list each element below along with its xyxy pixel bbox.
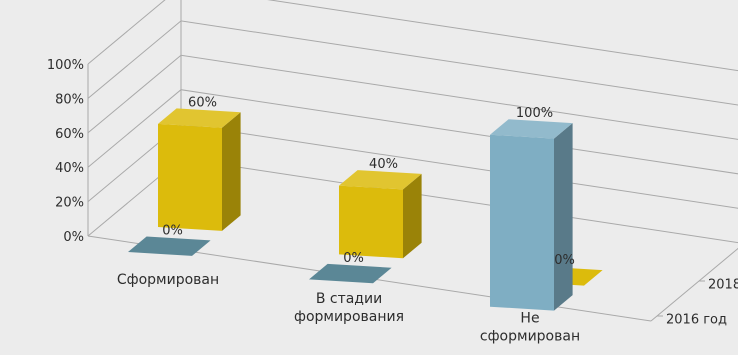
bar-flat (309, 263, 392, 284)
data-label: 60% (188, 95, 217, 110)
bars (128, 108, 603, 311)
bar-side-face (403, 173, 422, 259)
category-label: Сформирован (117, 272, 219, 288)
bar (158, 108, 241, 231)
floor-right-edge (650, 247, 738, 322)
category-label: В стадии (316, 291, 382, 307)
data-label: 100% (516, 106, 553, 121)
series-label: 2016 год (666, 313, 727, 328)
bar-top-face (158, 108, 241, 128)
gridline (87, 20, 738, 106)
bar-front-face (339, 185, 403, 259)
data-label: 0% (554, 253, 575, 268)
category-label: сформирован (480, 328, 580, 344)
y-tick-label: 40% (55, 161, 84, 176)
data-labels: 60% 40% 0% 0% 0% 100% (162, 95, 575, 268)
category-label: Не (520, 310, 539, 326)
bar (490, 119, 573, 311)
data-label: 0% (343, 251, 364, 266)
bar-top-face (490, 119, 573, 139)
category-labels: Сформирован В стадии формирования Не сформир… (117, 272, 580, 344)
y-tick-label: 20% (55, 196, 84, 211)
data-label: 40% (369, 157, 398, 172)
y-tick-label: 0% (63, 230, 84, 245)
y-tick-label: 100% (47, 58, 84, 73)
gridline (87, 0, 738, 72)
series-label: 2018 год (708, 278, 738, 293)
bar-side-face (222, 112, 241, 231)
bar (309, 263, 392, 284)
bar-flat (128, 236, 211, 256)
y-tick-label: 80% (55, 92, 84, 107)
data-label: 0% (162, 224, 183, 239)
y-axis-ticks: 0% 20% 40% 60% 80% 100% (47, 58, 84, 245)
y-tick-label: 60% (55, 127, 84, 142)
bar-front-face (158, 123, 222, 231)
bar-top-face (339, 170, 422, 190)
series-depth-labels: 2018 год 2016 год (666, 278, 738, 328)
bar-front-face (490, 134, 554, 311)
bar (128, 236, 211, 256)
bar-side-face (554, 123, 573, 311)
category-label: формирования (294, 309, 404, 325)
bar (339, 170, 422, 259)
